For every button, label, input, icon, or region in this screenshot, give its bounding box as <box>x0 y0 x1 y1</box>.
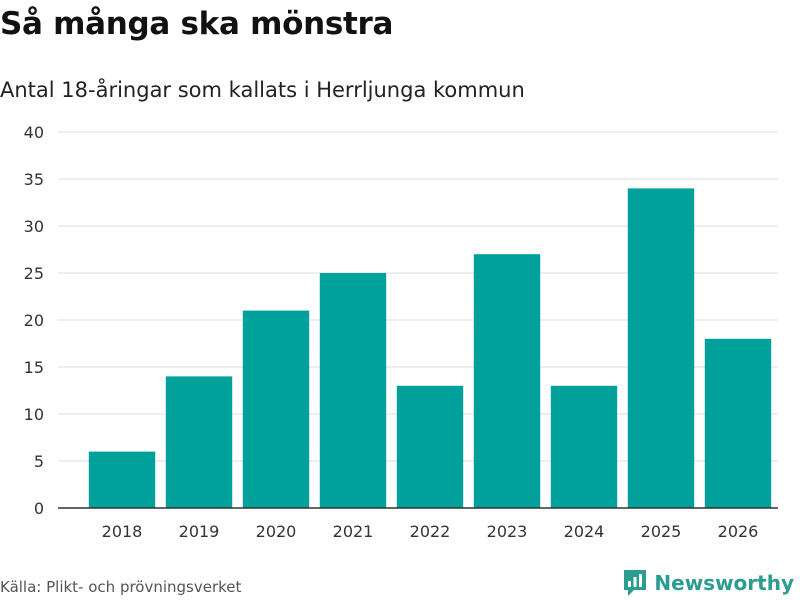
bar-2020 <box>242 310 310 508</box>
bar-2026 <box>704 338 772 508</box>
bar-2021 <box>319 273 387 508</box>
y-tick-label: 25 <box>24 264 44 283</box>
y-tick-label: 30 <box>24 217 44 236</box>
bar-2024 <box>550 385 618 508</box>
y-tick-label: 40 <box>24 123 44 142</box>
y-tick-label: 15 <box>24 358 44 377</box>
brand-name: Newsworthy <box>654 571 794 595</box>
x-tick-label: 2019 <box>179 522 220 541</box>
brand-logo: Newsworthy <box>622 568 794 598</box>
chart-title: Så många ska mönstra <box>0 6 394 42</box>
bar-2019 <box>165 376 233 508</box>
chart-subtitle: Antal 18-åringar som kallats i Herrljung… <box>0 78 525 102</box>
y-tick-label: 0 <box>34 499 44 518</box>
bar-2025 <box>627 188 695 508</box>
bars <box>88 188 772 508</box>
x-tick-label: 2025 <box>641 522 682 541</box>
bar-2022 <box>396 385 464 508</box>
y-tick-label: 5 <box>34 452 44 471</box>
x-tick-label: 2021 <box>333 522 374 541</box>
bar-2018 <box>88 451 156 508</box>
newsworthy-logo-icon <box>624 570 647 596</box>
x-tick-label: 2022 <box>410 522 451 541</box>
x-tick-label: 2020 <box>256 522 297 541</box>
bar-2023 <box>473 254 541 508</box>
x-tick-label: 2018 <box>102 522 143 541</box>
y-tick-label: 10 <box>24 405 44 424</box>
x-tick-label: 2024 <box>564 522 605 541</box>
source-note: Källa: Plikt- och prövningsverket <box>0 578 242 596</box>
y-tick-label: 35 <box>24 170 44 189</box>
y-axis-ticks: 0 5 10 15 20 25 30 35 40 <box>24 123 44 518</box>
x-tick-label: 2023 <box>487 522 528 541</box>
x-tick-label: 2026 <box>718 522 759 541</box>
x-axis-ticks: 2018 2019 2020 2021 2022 2023 2024 2025 2026 <box>102 522 759 541</box>
y-tick-label: 20 <box>24 311 44 330</box>
